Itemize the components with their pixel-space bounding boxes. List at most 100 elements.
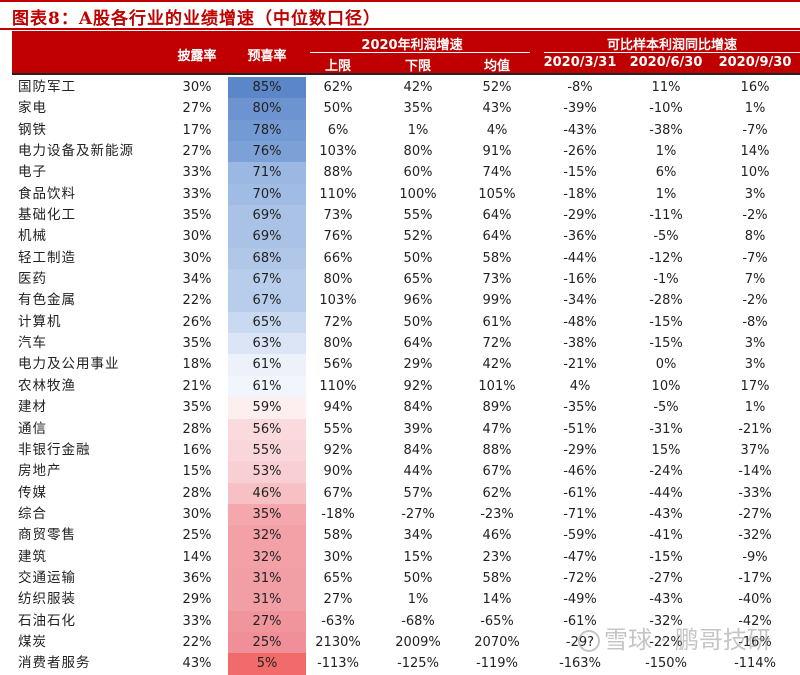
positive-rate-cell: 61% [228,375,306,398]
header-group-profit-2020: 2020年利润增速 [361,38,463,53]
positive-rate-cell: 70% [228,183,306,206]
growth-q1-cell: -46% [563,464,597,480]
growth-q2-cell: -15% [649,314,683,330]
mean-value-cell: 73% [482,272,512,288]
growth-q2-cell: -24% [649,464,683,480]
growth-q1-cell: -21% [563,357,597,373]
lower-bound-cell: 80% [403,144,433,160]
upper-bound-cell: 103% [319,293,357,309]
disclosure-rate-cell: 18% [182,357,212,373]
industry-name-cell: 汽车 [18,335,47,352]
page-title: 图表8：A股各行业的业绩增速（中位数口径） [12,9,382,29]
positive-rate-cell: 76% [228,141,306,163]
lower-bound-cell: 2009% [395,634,441,650]
mean-value-cell: 46% [482,528,512,544]
header-divider-1 [310,52,530,53]
watermark: 雪球 · 鹏哥技研 [578,620,771,655]
header-group-comparable: 可比样本利润同比增速 [606,38,737,53]
upper-bound-cell: 50% [323,101,353,117]
table-row: 医药 34% 67% 80% 65% 73% -16% -1% 7% [12,269,800,291]
header-disclosure-rate: 披露率 [177,49,217,64]
industry-name-cell: 农林牧渔 [18,377,76,394]
mean-value-cell: 64% [482,229,512,245]
table-row: 电子 33% 71% 88% 60% 74% -15% 6% 10% [12,162,800,184]
upper-bound-cell: 90% [323,464,353,480]
lower-bound-cell: 35% [403,101,433,117]
industry-name-cell: 商贸零售 [18,527,76,544]
industry-name-cell: 消费者服务 [18,655,91,672]
industry-name-cell: 食品饮料 [18,185,76,202]
growth-q3-cell: -42% [738,613,772,629]
growth-q3-cell: -27% [738,506,772,522]
upper-bound-cell: 80% [323,336,353,352]
industry-name-cell: 房地产 [18,463,62,480]
lower-bound-cell: 50% [403,250,433,266]
upper-bound-cell: -63% [321,613,355,629]
positive-rate-cell: 63% [228,333,306,355]
industry-name-cell: 钢铁 [18,121,47,138]
growth-q2-cell: -43% [649,506,683,522]
growth-q3-cell: 3% [744,336,766,352]
table-row: 机械 30% 69% 76% 52% 64% -36% -5% 8% [12,226,800,248]
disclosure-rate-cell: 33% [182,186,212,202]
growth-q2-cell: 11% [651,80,681,95]
growth-q1-cell: -72% [563,570,597,586]
mean-value-cell: 62% [482,485,512,501]
positive-rate-cell: 46% [228,482,306,504]
disclosure-rate-cell: 30% [182,229,212,245]
lower-bound-cell: 39% [403,421,433,437]
mean-value-cell: 2070% [474,634,520,650]
growth-q2-cell: -11% [649,208,683,224]
positive-rate-cell: 78% [228,119,306,142]
table-row: 房地产 15% 53% 90% 44% 67% -46% -24% -14% [12,461,800,483]
growth-q3-cell: 8% [744,229,766,245]
growth-q1-cell: -163% [559,656,601,672]
growth-q2-cell: -28% [649,293,683,309]
growth-q1-cell: -61% [563,485,597,501]
disclosure-rate-cell: 35% [182,400,212,416]
growth-q3-cell: -14% [738,464,772,480]
growth-q1-cell: -36% [563,229,597,245]
growth-q1-cell: -59% [563,528,597,544]
disclosure-rate-cell: 34% [182,272,212,288]
lower-bound-cell: 84% [403,400,433,416]
positive-rate-cell: 53% [228,461,306,483]
industry-name-cell: 综合 [18,505,47,522]
table-row: 农林牧渔 21% 61% 110% 92% 101% 4% 10% 17% [12,375,800,398]
disclosure-rate-cell: 22% [182,634,212,650]
disclosure-rate-cell: 35% [182,208,212,224]
growth-q2-cell: -5% [653,229,679,245]
disclosure-rate-cell: 30% [182,80,212,95]
mean-value-cell: 91% [482,144,512,160]
upper-bound-cell: 103% [319,144,357,160]
positive-rate-cell: 71% [228,162,306,184]
positive-rate-cell: 5% [228,653,306,675]
mean-value-cell: 58% [482,570,512,586]
table-row: 国防军工 30% 85% 62% 42% 52% -8% 11% 16% [12,77,800,99]
growth-q3-cell: 17% [740,378,770,394]
growth-q2-cell: -150% [645,656,687,672]
lower-bound-cell: 65% [403,272,433,288]
upper-bound-cell: 62% [323,80,353,95]
lower-bound-cell: 92% [403,378,433,394]
disclosure-rate-cell: 43% [182,656,212,672]
mean-value-cell: 14% [482,592,512,608]
table-row: 通信 28% 56% 55% 39% 47% -51% -31% -21% [12,418,800,440]
growth-q3-cell: -33% [738,485,772,501]
disclosure-rate-cell: 16% [182,442,212,458]
positive-rate-cell: 27% [228,610,306,632]
lower-bound-cell: 84% [403,442,433,458]
header-divider-2 [544,52,800,53]
growth-q2-cell: -31% [649,421,683,437]
growth-q1-cell: -51% [563,421,597,437]
disclosure-rate-cell: 14% [182,549,212,565]
growth-q3-cell: 16% [740,80,770,95]
positive-rate-cell: 25% [228,631,306,654]
growth-q2-cell: -22% [649,634,683,650]
positive-rate-cell: 68% [228,247,306,270]
industry-name-cell: 石油石化 [18,612,76,629]
lower-bound-cell: 57% [403,485,433,501]
header-date-q3: 2020/9/30 [718,55,792,70]
growth-q2-cell: 1% [655,186,677,202]
growth-q1-cell: -43% [563,122,597,138]
